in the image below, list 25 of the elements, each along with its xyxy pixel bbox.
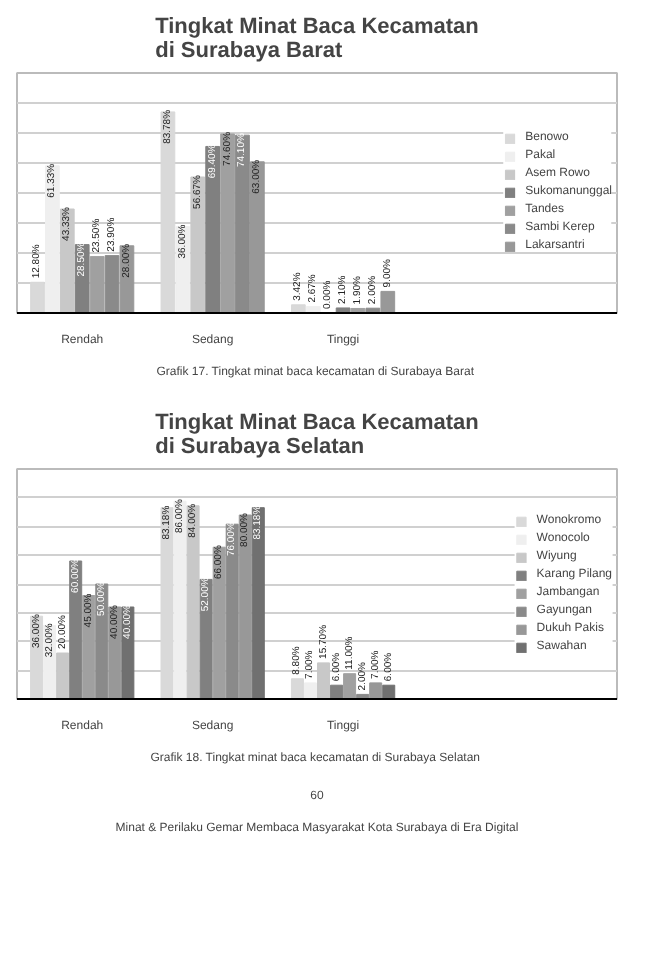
bar — [291, 304, 306, 313]
bar — [330, 684, 344, 699]
bar — [69, 560, 83, 699]
bar — [369, 682, 383, 699]
bar — [250, 161, 265, 313]
bar — [56, 652, 70, 699]
bar — [205, 145, 221, 313]
bar — [104, 255, 120, 313]
bar — [303, 682, 317, 699]
bar — [238, 514, 252, 699]
chart-title: Tingkat Minat Baca Kecamatan di Surabaya Selatan — [155, 411, 480, 459]
bar — [343, 673, 357, 699]
bar — [225, 523, 239, 699]
bar — [235, 134, 250, 313]
bar — [220, 133, 235, 313]
bar — [290, 678, 304, 699]
bar — [199, 578, 213, 699]
bar — [89, 256, 105, 313]
bar — [380, 290, 396, 313]
bar — [212, 546, 226, 699]
bar — [382, 684, 396, 699]
bar — [173, 500, 187, 699]
chart-title: Tingkat Minat Baca Kecamatan di Surabaya Barat — [155, 15, 480, 63]
bar — [251, 507, 265, 699]
bar — [45, 165, 60, 313]
